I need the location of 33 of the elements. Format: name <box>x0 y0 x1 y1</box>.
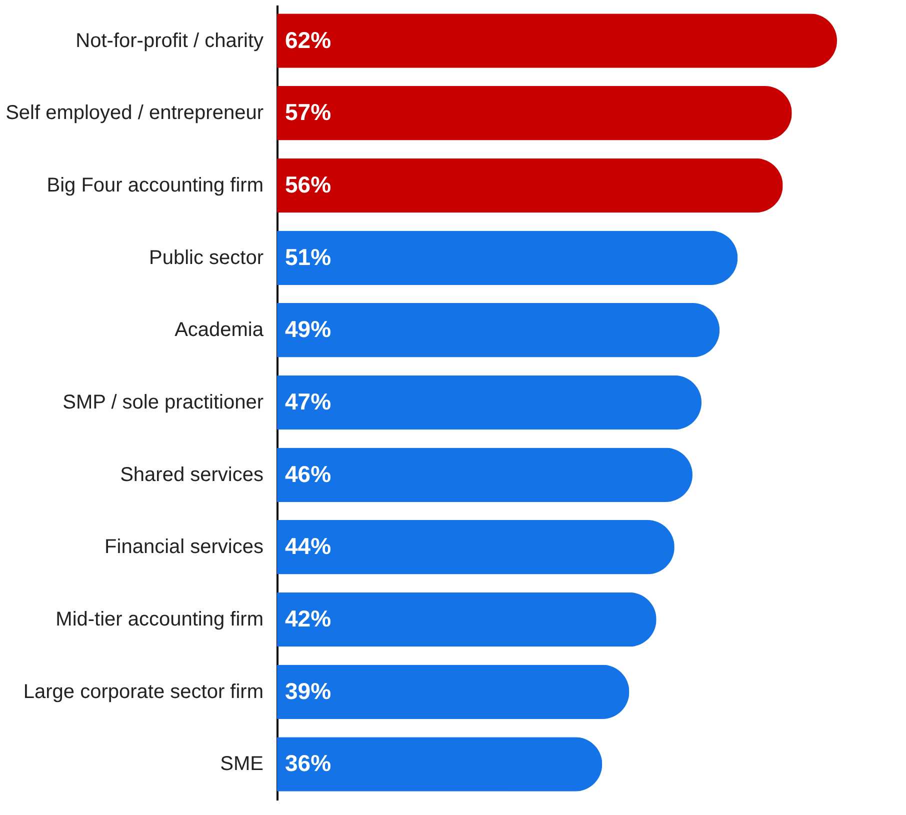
data-label: 51% <box>285 244 332 270</box>
y-tick-label: Not-for-profit / charity <box>76 30 264 52</box>
data-label: 62% <box>285 26 332 53</box>
data-label: 46% <box>285 460 332 487</box>
y-tick-label: Mid-tier accounting firm <box>56 608 264 631</box>
data-label: 39% <box>285 678 332 704</box>
y-tick-label: SMP / sole practitioner <box>62 392 264 414</box>
data-label: 47% <box>285 388 332 414</box>
bar <box>277 592 656 647</box>
y-tick-label: Shared services <box>120 464 264 486</box>
y-tick-label: Public sector <box>149 246 264 269</box>
y-tick-label: Self employed / entrepreneur <box>6 102 264 124</box>
bar <box>277 230 738 285</box>
bar <box>277 664 630 719</box>
y-tick-label: SME <box>220 753 264 776</box>
data-label: 49% <box>285 316 332 342</box>
y-tick-label: Academia <box>174 319 264 342</box>
bar <box>277 158 783 213</box>
bar <box>277 737 602 792</box>
data-label: 36% <box>285 750 332 776</box>
bar <box>277 303 720 358</box>
y-tick-label: Big Four accounting firm <box>46 174 264 196</box>
data-label: 42% <box>285 606 332 632</box>
bar <box>277 14 837 68</box>
bar <box>277 520 674 574</box>
data-label: 57% <box>285 99 332 126</box>
y-tick-label: Large corporate sector firm <box>23 680 264 703</box>
bar <box>277 86 792 140</box>
data-label: 44% <box>285 533 332 560</box>
bar <box>277 448 692 502</box>
y-tick-label: Financial services <box>104 536 264 558</box>
bar <box>277 375 702 430</box>
data-label: 56% <box>285 171 332 198</box>
